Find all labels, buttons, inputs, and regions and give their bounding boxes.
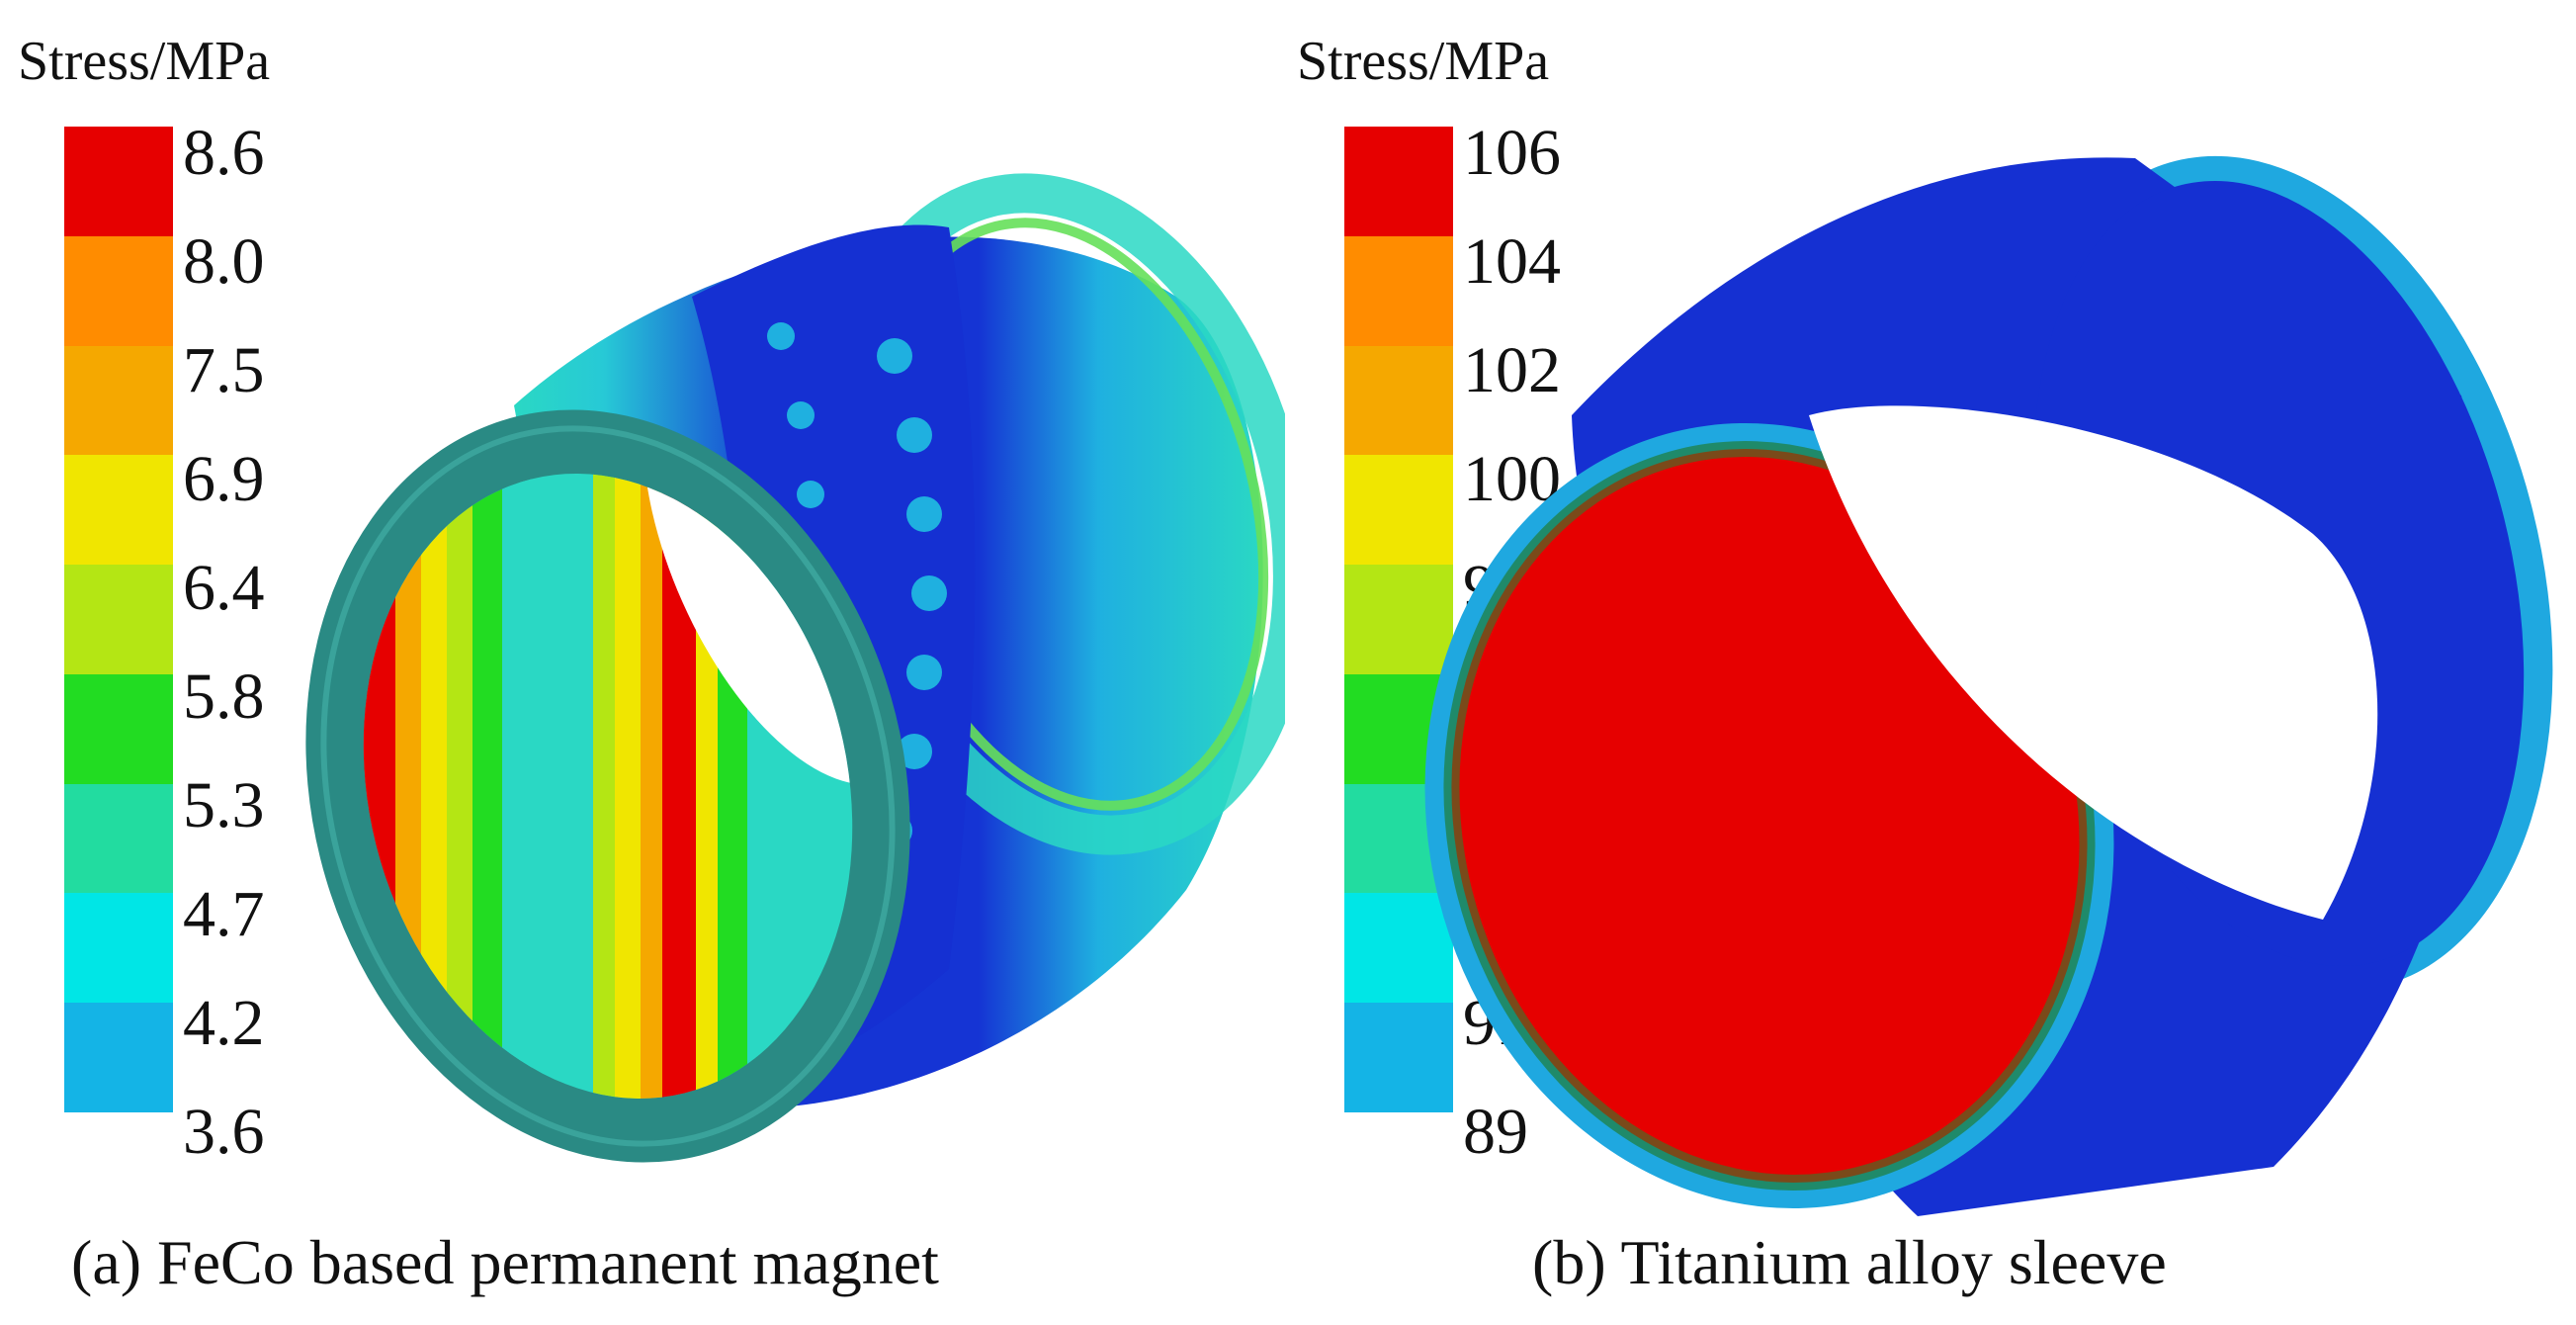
tick-a-2: 8.0	[183, 225, 265, 298]
colorbar-a-band-8	[64, 893, 173, 1004]
caption-a: (a) FeCo based permanent magnet	[71, 1227, 939, 1297]
colorbar-b-band-9	[1344, 1003, 1453, 1113]
colorbar-b-band-2	[1344, 235, 1453, 346]
tick-b-10: 89	[1463, 1096, 1528, 1168]
sleeve-hole	[1809, 405, 2378, 920]
tick-a-1: 8.6	[183, 117, 265, 189]
tick-b-4: 100	[1463, 443, 1561, 515]
legend-title-a: Stress/MPa	[18, 31, 271, 92]
colorbar-b	[1344, 127, 1453, 1113]
colorbar-a-band-9	[64, 1003, 173, 1113]
tick-b-1: 106	[1463, 117, 1561, 189]
colorbar-b-band-5	[1344, 565, 1453, 674]
magnet-stress-render	[305, 173, 1285, 1163]
tick-a-5: 6.4	[183, 552, 265, 624]
colorbar-a-band-1	[64, 127, 173, 236]
colorbar-a-band-5	[64, 565, 173, 674]
colorbar-a-band-3	[64, 345, 173, 456]
colorbar-b-band-4	[1344, 455, 1453, 566]
tick-a-7: 5.3	[183, 769, 265, 841]
panel-a: Stress/MPa 8.6 8.0 7.5 6.9 6.4 5.8 5.3 4…	[0, 0, 1285, 1325]
tick-a-8: 4.7	[183, 878, 265, 950]
tick-a-4: 6.9	[183, 443, 265, 515]
sleeve-stress-render	[1424, 155, 2553, 1217]
panel-b: Stress/MPa 106 104 102 100 98 97 95 93 9…	[1285, 0, 2576, 1325]
colorbar-a-band-4	[64, 455, 173, 566]
legend-title-b: Stress/MPa	[1297, 31, 1550, 92]
colorbar-a-band-6	[64, 673, 173, 784]
colorbar-b-band-3	[1344, 345, 1453, 456]
magnet-rim-highlight	[320, 425, 896, 1147]
tick-a-9: 4.2	[183, 987, 265, 1059]
colorbar-b-band-8	[1344, 893, 1453, 1004]
tick-b-3: 102	[1463, 334, 1561, 406]
colorbar-a-band-2	[64, 235, 173, 346]
tick-a-10: 3.6	[183, 1096, 265, 1168]
tick-b-2: 104	[1463, 225, 1561, 298]
tick-a-3: 7.5	[183, 334, 265, 406]
tick-a-6: 5.8	[183, 661, 265, 733]
colorbar-a	[64, 127, 173, 1113]
caption-b: (b) Titanium alloy sleeve	[1532, 1227, 2167, 1297]
colorbar-a-band-7	[64, 783, 173, 894]
colorbar-b-band-1	[1344, 127, 1453, 236]
